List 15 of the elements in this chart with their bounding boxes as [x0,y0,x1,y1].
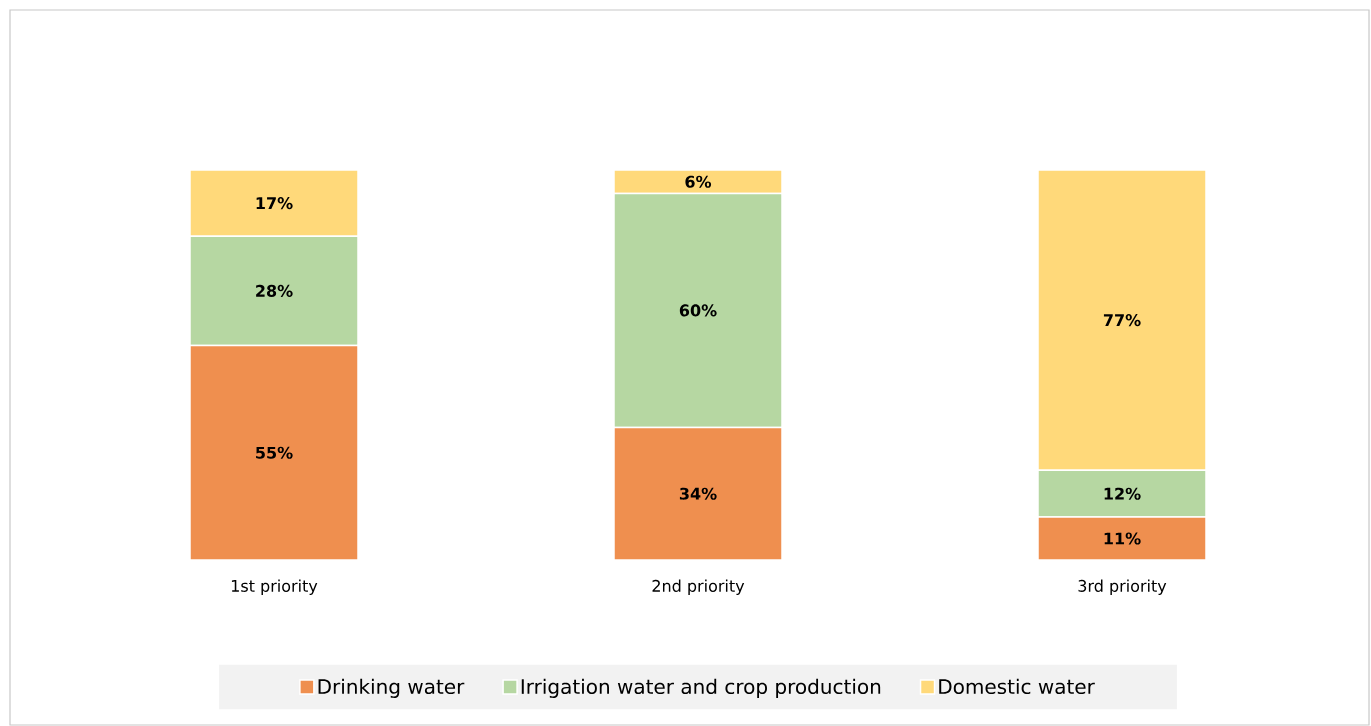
data-label: 12% [1104,487,1141,500]
legend-label: Domestic water [939,678,1095,695]
x-tick-label: 2nd priority [652,579,745,596]
data-label: 77% [1103,314,1141,327]
data-label: 17% [256,197,293,210]
data-label: 60% [679,304,717,317]
data-label: 6% [685,175,712,188]
x-tick-label: 1st priority [231,579,318,596]
data-label: 34% [679,487,717,500]
legend-label: Irrigation water and crop production [521,678,881,698]
x-tick-label: 3rd priority [1078,579,1167,596]
data-label: 11% [1104,532,1141,545]
legend-label: Drinking water [318,678,465,698]
data-label: 55% [256,446,293,459]
data-label: 28% [256,284,293,297]
